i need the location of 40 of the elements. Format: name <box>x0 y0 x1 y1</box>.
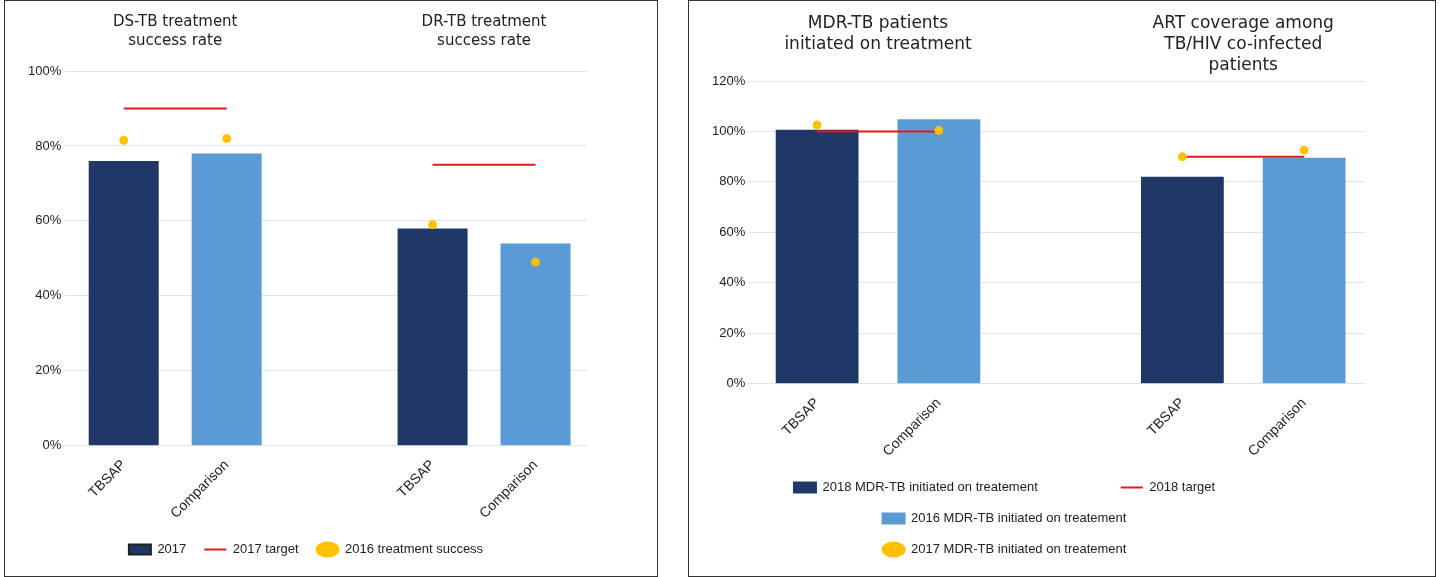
y-tick-label: 40% <box>35 287 62 303</box>
y-tick-label: 80% <box>35 137 62 153</box>
point <box>812 120 822 130</box>
y-tick-label: 40% <box>719 274 746 290</box>
legend-label: 2017 MDR-TB initiated on treatement <box>911 541 1192 557</box>
bar <box>1262 157 1346 384</box>
bar <box>775 129 859 384</box>
y-tick-label: 0% <box>726 375 746 391</box>
y-tick-label: 0% <box>42 437 62 453</box>
point <box>119 135 129 145</box>
point <box>222 133 232 143</box>
legend-label: 2018 target <box>1149 479 1281 495</box>
bar <box>500 243 571 446</box>
bar <box>88 160 159 446</box>
y-tick-label: 60% <box>719 223 746 239</box>
legend-label: 2017 target <box>232 541 299 557</box>
text: MDR-TB patients initiated on treatment <box>784 11 972 53</box>
text: DS-TB treatment success rate <box>112 12 238 50</box>
bar <box>191 153 262 446</box>
bar <box>897 119 981 384</box>
y-tick-label: 100% <box>712 123 746 139</box>
y-tick-label: 20% <box>719 324 746 340</box>
point <box>1177 152 1187 162</box>
text: DR-TB treatment success rate <box>421 12 547 50</box>
y-tick-label: 120% <box>712 72 746 88</box>
point <box>531 257 541 267</box>
legend-label: 2016 treatment success <box>345 541 484 557</box>
point <box>1299 145 1309 155</box>
bar <box>397 228 468 446</box>
bar <box>1140 176 1224 384</box>
legend-label: 2017 <box>157 541 187 557</box>
y-tick-label: 80% <box>719 173 746 189</box>
y-tick-label: 100% <box>28 62 62 78</box>
point <box>428 220 438 230</box>
legend-label: 2016 MDR-TB initiated on treatement <box>911 510 1192 526</box>
point <box>934 125 944 135</box>
y-tick-label: 60% <box>35 212 62 228</box>
text: ART coverage among TB/HIV co-infected patients <box>1152 11 1334 74</box>
y-tick-label: 20% <box>35 362 62 378</box>
legend-label: 2018 MDR-TB initiated on treatement <box>822 479 1103 495</box>
